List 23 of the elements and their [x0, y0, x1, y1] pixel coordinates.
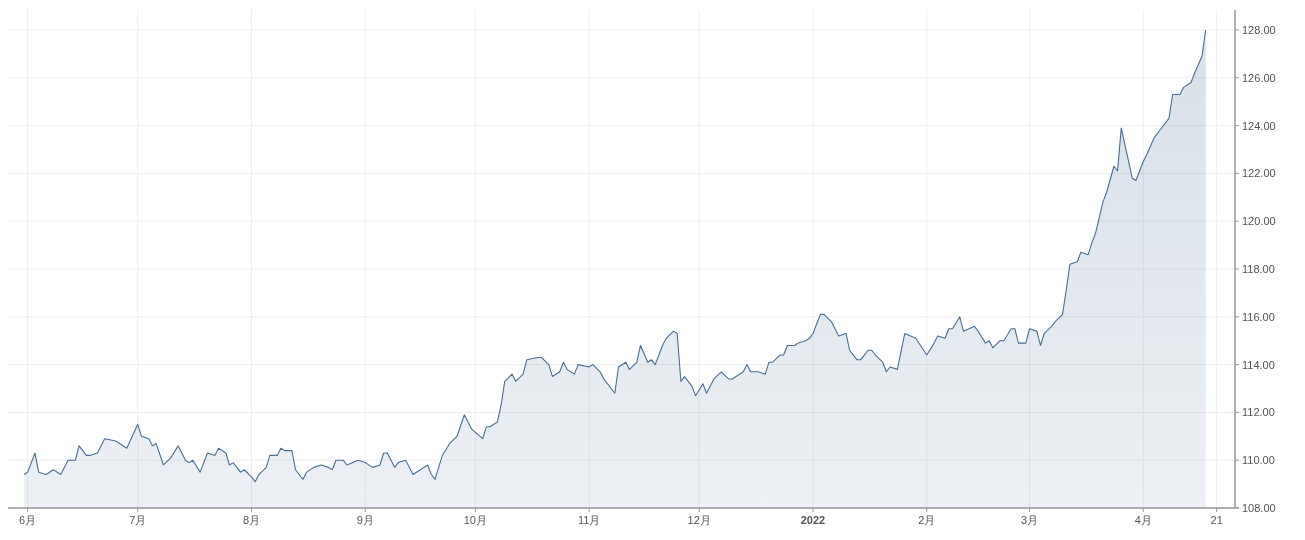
x-tick-label: 8月 [242, 514, 261, 526]
x-tick-label: 11月 [577, 514, 601, 526]
y-tick-label: 122.00 [1242, 167, 1276, 180]
x-tick-label: 6月 [19, 514, 37, 526]
y-tick-label: 110.00 [1242, 454, 1275, 467]
y-tick-label: 124.00 [1242, 119, 1276, 132]
y-tick-label: 120.00 [1242, 215, 1276, 228]
y-tick-label: 108.00 [1242, 502, 1276, 514]
y-tick-label: 112.00 [1242, 406, 1275, 419]
x-tick-label: 10月 [463, 514, 487, 526]
x-tick-label: 21 [1210, 514, 1223, 526]
x-tick-label: 9月 [356, 514, 374, 526]
y-tick-label: 126.00 [1242, 71, 1276, 84]
x-tick-label: 7月 [129, 514, 147, 526]
x-tick-label: 12月 [687, 514, 711, 526]
y-tick-label: 116.00 [1242, 310, 1275, 323]
y-tick-label: 118.00 [1242, 263, 1275, 275]
x-tick-label: 4月 [1134, 514, 1152, 526]
x-tick-label: 2022 [800, 514, 826, 526]
y-tick-label: 128.00 [1242, 24, 1276, 36]
y-tick-label: 114.00 [1242, 358, 1275, 371]
x-tick-label: 3月 [1020, 514, 1039, 526]
x-tick-label: 2月 [918, 514, 936, 526]
